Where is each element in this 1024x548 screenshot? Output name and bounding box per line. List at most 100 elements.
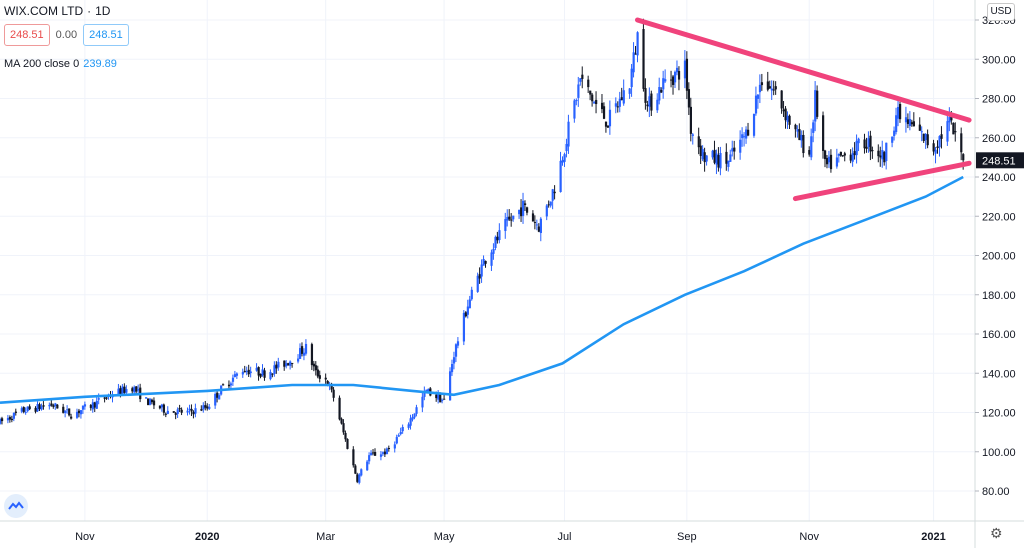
candle-body bbox=[302, 352, 306, 356]
candle-body bbox=[231, 377, 235, 382]
candle-body bbox=[510, 219, 513, 221]
trendline bbox=[635, 17, 972, 123]
tradingview-logo-icon[interactable] bbox=[4, 494, 28, 518]
candle-body bbox=[504, 219, 507, 231]
candle-body bbox=[387, 448, 391, 450]
candle-body bbox=[316, 369, 319, 377]
candle-body bbox=[865, 146, 868, 149]
candle-body bbox=[164, 413, 167, 415]
candle-body bbox=[117, 388, 120, 396]
candle-body bbox=[318, 375, 321, 379]
candle-body bbox=[533, 222, 537, 224]
candle-body bbox=[908, 118, 912, 127]
ma-legend-row[interactable]: MA 200 close 0 239.89 bbox=[4, 58, 117, 70]
y-tick-label: 180.00 bbox=[982, 290, 1016, 302]
candle-body bbox=[374, 452, 377, 456]
candle-body bbox=[456, 341, 460, 346]
y-tick-label: 80.00 bbox=[982, 486, 1010, 498]
candle-body bbox=[28, 406, 31, 410]
candle-body bbox=[449, 371, 452, 401]
candle-body bbox=[646, 104, 649, 107]
candle-body bbox=[780, 90, 783, 109]
candle-body bbox=[423, 391, 426, 397]
ask-box[interactable]: 248.51 bbox=[83, 24, 129, 46]
candle-body bbox=[470, 289, 473, 300]
candle-body bbox=[42, 405, 45, 407]
candle-body bbox=[263, 370, 266, 378]
candle-body bbox=[437, 394, 440, 400]
candle-body bbox=[816, 90, 819, 117]
bid-box[interactable]: 248.51 bbox=[4, 24, 50, 46]
candle-body bbox=[938, 136, 941, 148]
candle-body bbox=[895, 115, 898, 133]
candle-body bbox=[713, 149, 716, 163]
candle-body bbox=[435, 394, 438, 399]
candle-body bbox=[660, 89, 663, 93]
candle-body bbox=[0, 418, 2, 424]
candle-body bbox=[299, 348, 302, 359]
candle-body bbox=[711, 150, 714, 158]
candle-body bbox=[312, 363, 316, 367]
candle-body bbox=[441, 399, 444, 401]
candle-body bbox=[89, 405, 92, 408]
candle-body bbox=[948, 117, 951, 123]
candle-body bbox=[926, 134, 929, 146]
y-tick-label: 160.00 bbox=[982, 329, 1016, 341]
candle-body bbox=[912, 121, 916, 127]
candle-body bbox=[275, 364, 278, 369]
interval-label[interactable]: 1D bbox=[95, 4, 111, 18]
candle-body bbox=[401, 426, 404, 432]
candle-body bbox=[691, 134, 694, 136]
y-tick-label: 140.00 bbox=[982, 368, 1016, 380]
candle-body bbox=[648, 96, 651, 107]
candle-body bbox=[300, 346, 304, 354]
candle-body bbox=[93, 402, 96, 408]
currency-badge[interactable]: USD bbox=[987, 3, 1015, 21]
candle-body bbox=[194, 408, 197, 414]
candle-body bbox=[670, 79, 673, 81]
candle-body bbox=[620, 97, 623, 101]
x-tick-label: May bbox=[434, 531, 455, 543]
candle-body bbox=[421, 396, 424, 408]
candle-body bbox=[512, 215, 515, 220]
candle-body bbox=[589, 90, 592, 95]
candle-body bbox=[525, 207, 529, 213]
candle-body bbox=[360, 469, 363, 476]
candle-body bbox=[249, 371, 252, 374]
candle-body bbox=[494, 236, 497, 248]
candle-body bbox=[188, 408, 191, 410]
candle-body bbox=[131, 388, 134, 392]
candle-body bbox=[208, 406, 211, 409]
candle-body bbox=[271, 373, 274, 375]
candle-body bbox=[827, 156, 831, 163]
candle-body bbox=[754, 95, 758, 114]
last-price-label: 248.51 bbox=[982, 155, 1016, 167]
x-tick-label: Nov bbox=[75, 531, 95, 543]
candle-body bbox=[877, 150, 880, 157]
candle-body bbox=[727, 160, 730, 167]
candle-body bbox=[689, 106, 692, 134]
time-axis[interactable]: Nov 2020 Mar May Jul Sep Nov 2021 bbox=[75, 531, 946, 543]
candle-body bbox=[745, 129, 748, 139]
candle-body bbox=[411, 416, 414, 420]
candle-body bbox=[871, 150, 874, 152]
candle-body bbox=[247, 369, 250, 375]
candle-body bbox=[395, 437, 398, 444]
symbol-name[interactable]: WIX.COM LTD bbox=[4, 4, 84, 18]
x-tick-label: 2020 bbox=[195, 531, 219, 543]
candle-body bbox=[768, 86, 771, 89]
candle-body bbox=[81, 405, 85, 410]
candle-body bbox=[656, 99, 659, 111]
candle-body bbox=[358, 474, 361, 483]
candle-body bbox=[452, 357, 456, 364]
gear-icon[interactable]: ⚙ bbox=[990, 525, 1003, 541]
candle-body bbox=[595, 99, 598, 105]
candle-body bbox=[91, 402, 94, 410]
candle-body bbox=[150, 399, 154, 403]
price-axis[interactable]: 80.00 100.00 120.00 140.00 160.00 180.00 200.0… bbox=[975, 15, 1016, 498]
candle-body bbox=[415, 407, 418, 414]
candle-body bbox=[729, 154, 732, 162]
candle-body bbox=[342, 423, 345, 433]
candle-body bbox=[468, 299, 471, 309]
